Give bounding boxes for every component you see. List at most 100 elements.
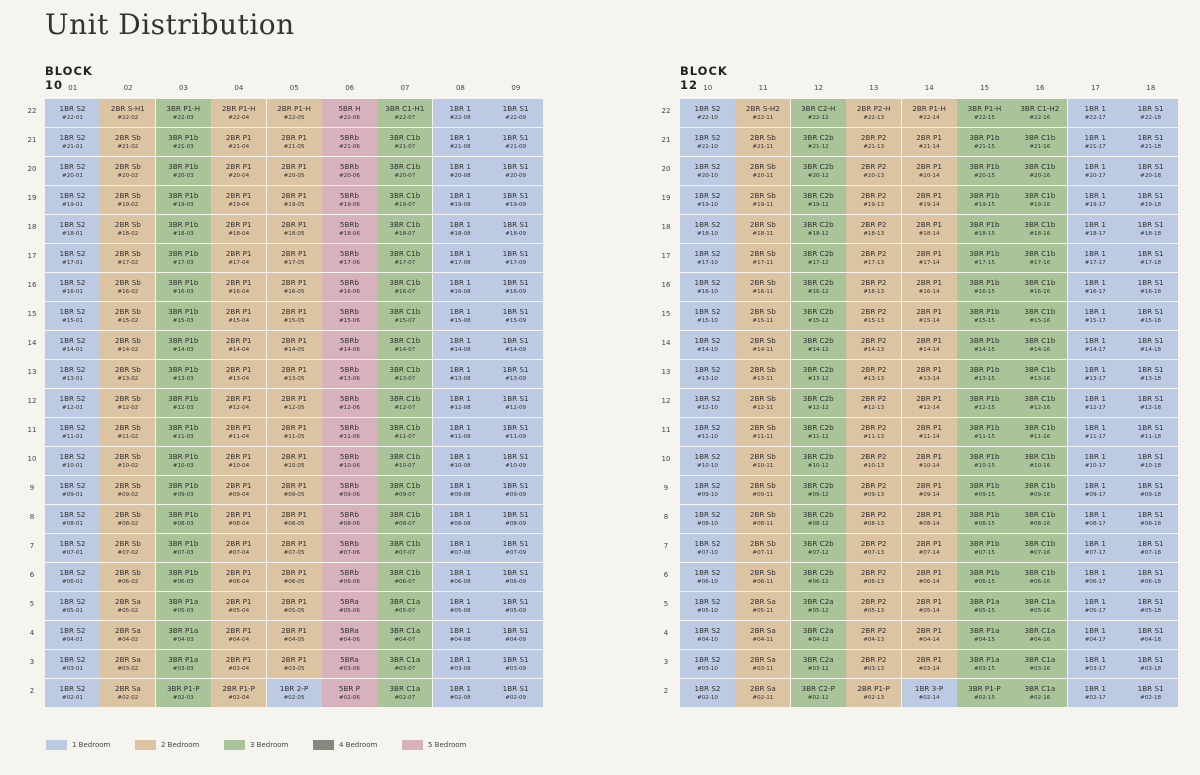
unit-cell: 2BR P2 #08-13 xyxy=(846,505,902,533)
unit-cell: 1BR S1 #03-18 xyxy=(1123,650,1179,678)
unit-cell: 1BR S2 #21-10 xyxy=(680,128,735,156)
unit-type: 2BR Sb xyxy=(114,394,141,403)
unit-number: #18-01 xyxy=(62,231,83,237)
unit-cell: 3BR C1a #04-07 xyxy=(377,621,433,649)
unit-number: #16-04 xyxy=(228,289,250,295)
unit-number: #08-08 xyxy=(449,521,471,527)
unit-type: 2BR P1 xyxy=(225,423,252,432)
unit-type: 1BR S2 xyxy=(59,626,86,635)
floor-label: 21 xyxy=(27,136,37,144)
unit-number: #11-15 xyxy=(973,434,995,440)
unit-type: 2BR P1 xyxy=(225,597,252,606)
floor-label: 14 xyxy=(27,339,37,347)
unit-type: 2BR P1 xyxy=(916,220,942,229)
unit-type: 2BR Sb xyxy=(749,481,776,490)
unit-number: #16-14 xyxy=(918,289,940,295)
unit-number: #10-16 xyxy=(1029,463,1051,469)
unit-type: 1BR S2 xyxy=(59,278,86,287)
unit-number: #05-03 xyxy=(172,608,194,614)
unit-type: 3BR P1-P xyxy=(166,684,200,693)
unit-type: 3BR C1b xyxy=(389,220,421,229)
unit-number: #18-16 xyxy=(1029,231,1051,237)
unit-type: 5BRa xyxy=(340,597,359,606)
unit-number: #02-13 xyxy=(863,695,885,701)
unit-type: 3BR P1b xyxy=(168,278,199,287)
unit-cell: 1BR S2 #08-01 xyxy=(45,505,100,533)
unit-number: #07-09 xyxy=(505,550,527,556)
unit-number: #17-04 xyxy=(228,260,250,266)
unit-type: 3BR C1b xyxy=(1024,539,1056,548)
unit-cell: 1BR S1 #17-18 xyxy=(1123,244,1179,272)
unit-number: #13-09 xyxy=(505,376,527,382)
floor-label: 9 xyxy=(663,484,669,492)
unit-cell: 3BR C2b #18-12 xyxy=(790,215,846,243)
unit-type: 3BR C1b xyxy=(389,452,421,461)
floor-row: 7 1BR S2 #07-10 2BR Sb #07-11 3BR C2b #07-12 2B… xyxy=(634,534,1179,563)
unit-number: #03-12 xyxy=(807,666,829,672)
unit-cell: 3BR C1a #05-07 xyxy=(377,592,433,620)
unit-type: 3BR C2b xyxy=(802,365,834,374)
floor-row: 18 1BR S2 #18-10 2BR Sb #18-11 3BR C2b #18-12 2… xyxy=(634,215,1179,244)
unit-cell: 1BR 3-P #02-14 xyxy=(901,679,957,707)
unit-cell: 1BR S1 #19-09 xyxy=(488,186,544,214)
unit-number: #14-02 xyxy=(117,347,139,353)
unit-cell: 3BR P1a #04-03 xyxy=(155,621,211,649)
unit-type: 3BR C2-P xyxy=(801,684,835,693)
unit-number: #17-16 xyxy=(1029,260,1051,266)
unit-type: 1BR 1 xyxy=(1084,452,1106,461)
unit-number: #03-02 xyxy=(117,666,139,672)
unit-type: 3BR P1b xyxy=(168,481,199,490)
unit-type: 3BR P1b xyxy=(168,423,199,432)
unit-cell: 3BR C1b #15-16 xyxy=(1012,302,1068,330)
unit-number: #21-18 xyxy=(1140,144,1162,150)
unit-type: 2BR P1 xyxy=(225,162,252,171)
unit-number: #02-11 xyxy=(752,695,774,701)
unit-type: 3BR C1a xyxy=(389,655,421,664)
unit-cell: 5BRb #16-06 xyxy=(321,273,377,301)
unit-cell: 2BR P1 #18-14 xyxy=(901,215,957,243)
unit-type: 1BR 1 xyxy=(1084,307,1106,316)
unit-cell: 2BR P1 #11-04 xyxy=(211,418,267,446)
unit-type: 3BR C1b xyxy=(1024,365,1056,374)
unit-cell: 2BR P1 #14-05 xyxy=(266,331,322,359)
floor-row: 9 1BR S2 #09-01 2BR Sb #09-02 3BR P1b #09-03 2B… xyxy=(0,476,544,505)
unit-cell: 1BR S1 #08-18 xyxy=(1123,505,1179,533)
unit-number: #21-10 xyxy=(697,144,718,150)
unit-type: 3BR P1b xyxy=(168,539,199,548)
floor-row: 22 1BR S2 #22-01 2BR S-H1 #22-02 3BR P1-H #22-… xyxy=(0,99,544,128)
unit-number: #16-11 xyxy=(752,289,774,295)
unit-cell: 3BR P1b #20-03 xyxy=(155,157,211,185)
unit-type: 2BR P1 xyxy=(281,539,307,548)
unit-type: 3BR C2b xyxy=(802,481,834,490)
unit-number: #04-17 xyxy=(1084,637,1106,643)
unit-number: #18-15 xyxy=(973,231,995,237)
unit-type: 5BRb xyxy=(339,539,359,548)
unit-number: #07-04 xyxy=(228,550,250,556)
unit-cell: 3BR P1a #03-03 xyxy=(155,650,211,678)
unit-type: 1BR 1 xyxy=(449,597,471,606)
unit-number: #14-07 xyxy=(394,347,416,353)
unit-number: #18-17 xyxy=(1084,231,1106,237)
unit-cell: 2BR P1 #14-04 xyxy=(211,331,267,359)
unit-number: #07-14 xyxy=(918,550,940,556)
unit-cell: 1BR S2 #04-01 xyxy=(45,621,100,649)
unit-number: #19-13 xyxy=(863,202,885,208)
unit-number: #06-09 xyxy=(505,579,527,585)
unit-type: 1BR S1 xyxy=(502,655,529,664)
unit-type: 1BR S2 xyxy=(694,423,721,432)
unit-cell: 2BR Sb #07-02 xyxy=(100,534,156,562)
unit-number: #13-16 xyxy=(1029,376,1051,382)
unit-number: #22-16 xyxy=(1029,115,1051,121)
unit-number: #08-18 xyxy=(1140,521,1162,527)
unit-type: 1BR 1 xyxy=(449,307,471,316)
unit-number: #19-04 xyxy=(228,202,250,208)
unit-type: 2BR P1 xyxy=(225,249,252,258)
unit-cell: 1BR 1 #09-17 xyxy=(1067,476,1123,504)
unit-cell: 1BR S1 #02-18 xyxy=(1123,679,1179,707)
unit-cell: 3BR C1a #03-07 xyxy=(377,650,433,678)
unit-number: #03-05 xyxy=(283,666,305,672)
unit-cell: 3BR C1b #11-07 xyxy=(377,418,433,446)
unit-cell: 5BRb #17-06 xyxy=(321,244,377,272)
unit-cell: 3BR C1b #06-07 xyxy=(377,563,433,591)
unit-number: #21-08 xyxy=(449,144,471,150)
